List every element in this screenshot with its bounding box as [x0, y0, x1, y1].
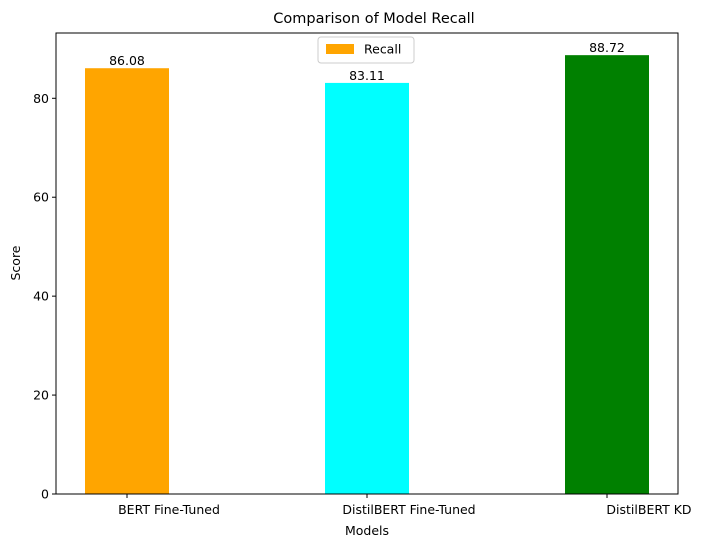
x-tick-label-1: DistilBERT Fine-Tuned	[342, 502, 475, 517]
bars-layer	[85, 55, 649, 495]
bar-value-label-1: 83.11	[349, 68, 385, 83]
y-tick-label-1: 20	[33, 388, 49, 403]
chart-title: Comparison of Model Recall	[273, 11, 474, 27]
bar-value-label-2: 88.72	[589, 40, 625, 55]
legend-swatch-recall	[326, 44, 354, 54]
bar-2	[565, 55, 649, 494]
y-axis: 0 20 40 60 80	[33, 91, 56, 502]
legend-label-recall: Recall	[364, 42, 401, 57]
x-tick-label-0: BERT Fine-Tuned	[118, 502, 220, 517]
legend: Recall	[317, 36, 415, 64]
y-tick-label-0: 0	[41, 487, 49, 502]
bar-value-label-0: 86.08	[109, 53, 145, 68]
bar-0	[85, 68, 169, 495]
y-tick-label-4: 80	[33, 91, 49, 106]
x-axis: BERT Fine-Tuned DistilBERT Fine-Tuned Dist…	[118, 494, 692, 517]
bar-1	[325, 82, 409, 494]
x-axis-label: Models	[345, 523, 389, 538]
value-labels-layer: 86.08 83.11 88.72	[109, 40, 625, 83]
x-tick-label-2: DistilBERT KD	[606, 502, 691, 517]
legend-frame	[317, 36, 415, 64]
y-tick-label-2: 40	[33, 289, 49, 304]
y-axis-label: Score	[8, 245, 23, 280]
y-tick-label-3: 60	[33, 190, 49, 205]
